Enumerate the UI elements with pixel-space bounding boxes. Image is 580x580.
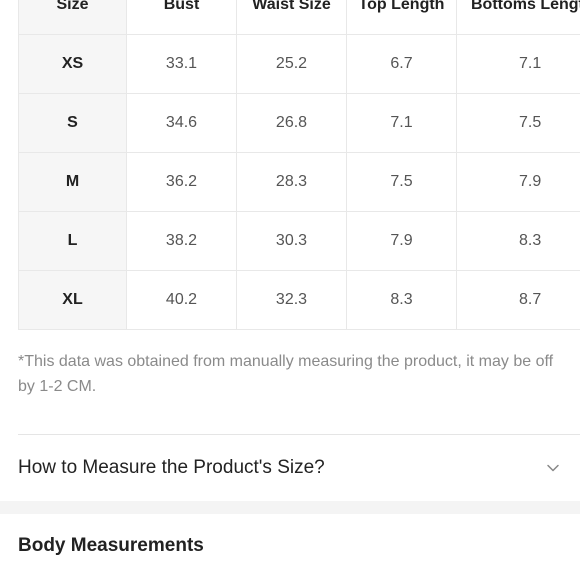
size-label-cell: XL bbox=[18, 270, 127, 330]
column-header-bust: Bust bbox=[126, 0, 237, 35]
top-length-cell: 7.5 bbox=[346, 152, 457, 212]
top-length-cell: 7.9 bbox=[346, 211, 457, 271]
size-label-cell: L bbox=[18, 211, 127, 271]
bottoms-length-cell: 7.1 bbox=[456, 34, 580, 94]
column-header-bottoms-length: Bottoms Length bbox=[456, 0, 580, 35]
column-header-size: Size bbox=[18, 0, 127, 35]
bottoms-length-cell: 7.5 bbox=[456, 93, 580, 153]
size-label-cell: XS bbox=[18, 34, 127, 94]
column-header-waist-size: Waist Size bbox=[236, 0, 347, 35]
waist-cell: 28.3 bbox=[236, 152, 347, 212]
waist-cell: 32.3 bbox=[236, 270, 347, 330]
top-length-cell: 7.1 bbox=[346, 93, 457, 153]
bust-cell: 36.2 bbox=[126, 152, 237, 212]
how-to-measure-toggle[interactable]: How to Measure the Product's Size? bbox=[0, 436, 580, 500]
size-table: Size Bust Waist Size Top Length Bottoms … bbox=[18, 0, 580, 330]
bottoms-length-cell: 7.9 bbox=[456, 152, 580, 212]
section-separator-band bbox=[0, 501, 580, 514]
section-divider bbox=[18, 434, 580, 435]
bust-cell: 34.6 bbox=[126, 93, 237, 153]
bust-cell: 38.2 bbox=[126, 211, 237, 271]
bottoms-length-cell: 8.3 bbox=[456, 211, 580, 271]
table-row: XS 33.1 25.2 6.7 7.1 bbox=[18, 34, 580, 94]
column-header-top-length: Top Length bbox=[346, 0, 457, 35]
size-table-header-row: Size Bust Waist Size Top Length Bottoms … bbox=[18, 0, 580, 35]
table-row: M 36.2 28.3 7.5 7.9 bbox=[18, 152, 580, 212]
bust-cell: 40.2 bbox=[126, 270, 237, 330]
body-measurements-title: Body Measurements bbox=[18, 535, 204, 556]
how-to-measure-label: How to Measure the Product's Size? bbox=[18, 457, 325, 478]
size-label-cell: M bbox=[18, 152, 127, 212]
waist-cell: 26.8 bbox=[236, 93, 347, 153]
chevron-down-icon bbox=[546, 461, 560, 475]
table-row: S 34.6 26.8 7.1 7.5 bbox=[18, 93, 580, 153]
waist-cell: 30.3 bbox=[236, 211, 347, 271]
bust-cell: 33.1 bbox=[126, 34, 237, 94]
table-row: XL 40.2 32.3 8.3 8.7 bbox=[18, 270, 580, 330]
top-length-cell: 6.7 bbox=[346, 34, 457, 94]
top-length-cell: 8.3 bbox=[346, 270, 457, 330]
bottoms-length-cell: 8.7 bbox=[456, 270, 580, 330]
measurement-disclaimer: *This data was obtained from manually me… bbox=[18, 353, 554, 395]
size-label-cell: S bbox=[18, 93, 127, 153]
table-row: L 38.2 30.3 7.9 8.3 bbox=[18, 211, 580, 271]
waist-cell: 25.2 bbox=[236, 34, 347, 94]
size-table-container: Size Bust Waist Size Top Length Bottoms … bbox=[18, 0, 580, 330]
